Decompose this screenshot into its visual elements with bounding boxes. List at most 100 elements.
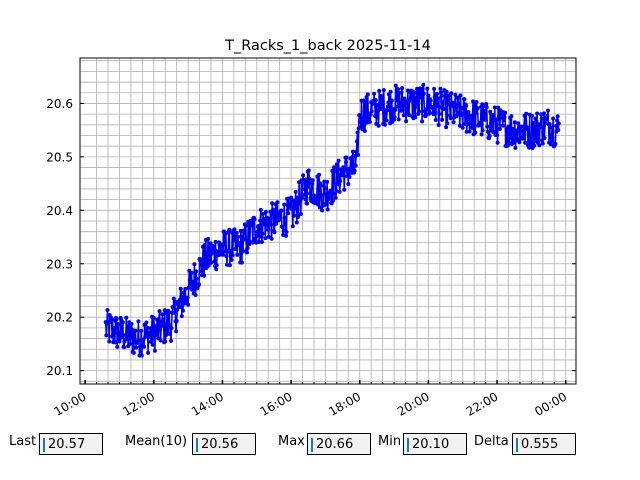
data-point [551,116,556,121]
data-point [426,93,431,98]
data-point [344,160,348,164]
data-point [156,317,161,322]
data-point [298,198,303,203]
data-point [333,195,338,200]
data-point [363,100,368,105]
data-point [139,328,144,333]
data-point [380,96,385,101]
data-point [399,90,404,95]
data-point [222,241,227,246]
data-point [194,276,199,281]
data-point [178,286,183,291]
delta-value-field[interactable]: 0.555 [512,433,576,455]
data-point [500,123,505,128]
data-point [393,83,398,88]
data-point [462,97,467,102]
data-point [382,122,387,127]
min-label: Min [378,434,402,449]
data-point [161,318,166,322]
data-point [356,152,360,157]
data-point [148,339,153,344]
delta-value: 0.555 [521,437,559,452]
mean-value-field[interactable]: 20.56 [192,433,256,455]
data-point [550,125,554,130]
data-point [245,246,250,251]
data-point [412,95,417,100]
max-value-field[interactable]: 20.66 [307,433,371,455]
data-point [205,251,210,256]
data-point [362,123,367,128]
data-point [188,283,193,288]
min-value: 20.10 [412,437,450,452]
data-point [433,118,438,122]
data-point [258,218,263,223]
data-point [326,195,331,199]
data-point [352,168,357,173]
data-point [319,193,324,198]
data-point [400,86,405,91]
data-point [316,202,320,207]
data-point [215,250,220,254]
data-point [484,102,489,106]
text-cursor [516,438,518,452]
data-point [112,340,117,345]
data-point [148,326,153,331]
data-point [353,163,358,168]
data-point [193,281,197,286]
data-point [516,121,521,126]
data-point [512,120,517,125]
data-point [202,273,207,278]
y-tick-label: 20.3 [46,257,73,271]
data-point [541,130,546,135]
data-point [373,98,378,103]
data-point [483,108,487,113]
data-point [458,93,463,98]
data-point [346,182,351,186]
data-point [483,117,488,122]
data-point [330,198,335,203]
data-point [211,244,216,249]
data-point [464,129,469,134]
x-tick-label: 20:00 [395,389,432,418]
data-point [120,320,125,325]
data-point [186,302,191,307]
data-point [313,198,318,203]
data-point [388,89,393,94]
data-point [289,195,294,200]
data-point [278,216,283,221]
data-point [275,200,280,205]
data-point [174,319,179,323]
data-point [283,221,288,226]
data-point [545,114,550,118]
data-point [131,332,136,337]
max-label: Max [278,434,305,449]
data-point [404,119,409,124]
data-point [116,322,121,327]
data-point [445,121,450,126]
data-point [219,248,224,253]
last-value-field[interactable]: 20.57 [39,433,103,455]
data-point [209,260,213,265]
data-point [114,317,119,322]
data-point [174,329,179,334]
max-value: 20.66 [316,437,354,452]
data-point [111,326,116,330]
x-tick-label: 22:00 [464,389,501,418]
data-point [133,328,138,333]
data-point [163,339,168,344]
data-point [250,222,255,227]
data-point [266,234,271,239]
data-point [453,105,458,110]
data-point [494,123,499,128]
min-value-field[interactable]: 20.10 [403,433,467,455]
data-point [385,108,390,113]
data-point [306,184,311,189]
data-point [320,208,324,213]
data-point [192,262,197,267]
data-point [324,200,329,205]
data-point [261,211,266,216]
data-point [379,107,384,111]
data-point [305,201,310,206]
data-point [555,114,560,119]
data-point [512,132,517,136]
